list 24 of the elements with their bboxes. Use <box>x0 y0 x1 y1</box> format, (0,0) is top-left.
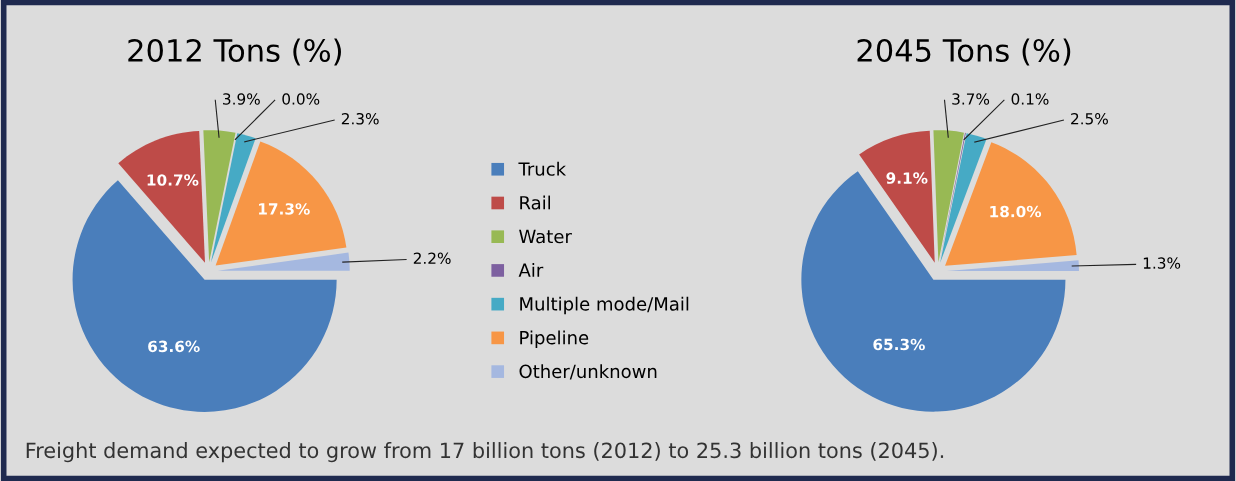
text: Freight demand expected to grow from 17 billion tons (2012) to 25.3 billion tons (2045). <box>26 442 944 463</box>
data-label: 0.1% <box>1011 93 1049 105</box>
legend-label: Multiple mode/Mail <box>520 296 689 315</box>
text: 0.0% <box>282 93 320 105</box>
data-label: 18.0% <box>990 205 1042 218</box>
data-label: 63.6% <box>148 340 200 353</box>
legend-label: Truck <box>518 161 567 176</box>
data-label: 10.7% <box>147 174 199 186</box>
legend-label: Other/unknown <box>519 364 657 380</box>
chart-title: 2045 Tons (%) <box>857 38 1071 66</box>
chart-title: 2012 Tons (%) <box>128 38 341 66</box>
data-label: 3.9% <box>223 93 260 105</box>
data-label: 17.3% <box>259 203 310 215</box>
legend-label: Pipeline <box>520 330 589 348</box>
legend-label: Rail <box>520 195 551 210</box>
data-label: 9.1% <box>886 172 928 184</box>
data-label: 1.3% <box>1143 257 1181 269</box>
data-label: 2.2% <box>413 252 451 265</box>
legend-label: Air <box>518 263 544 277</box>
data-label: 65.3% <box>873 338 925 351</box>
data-label: 2.3% <box>341 113 379 125</box>
legend-label: Water <box>519 229 572 244</box>
data-label: 3.7% <box>952 93 990 105</box>
data-label: 2.5% <box>1071 113 1108 125</box>
